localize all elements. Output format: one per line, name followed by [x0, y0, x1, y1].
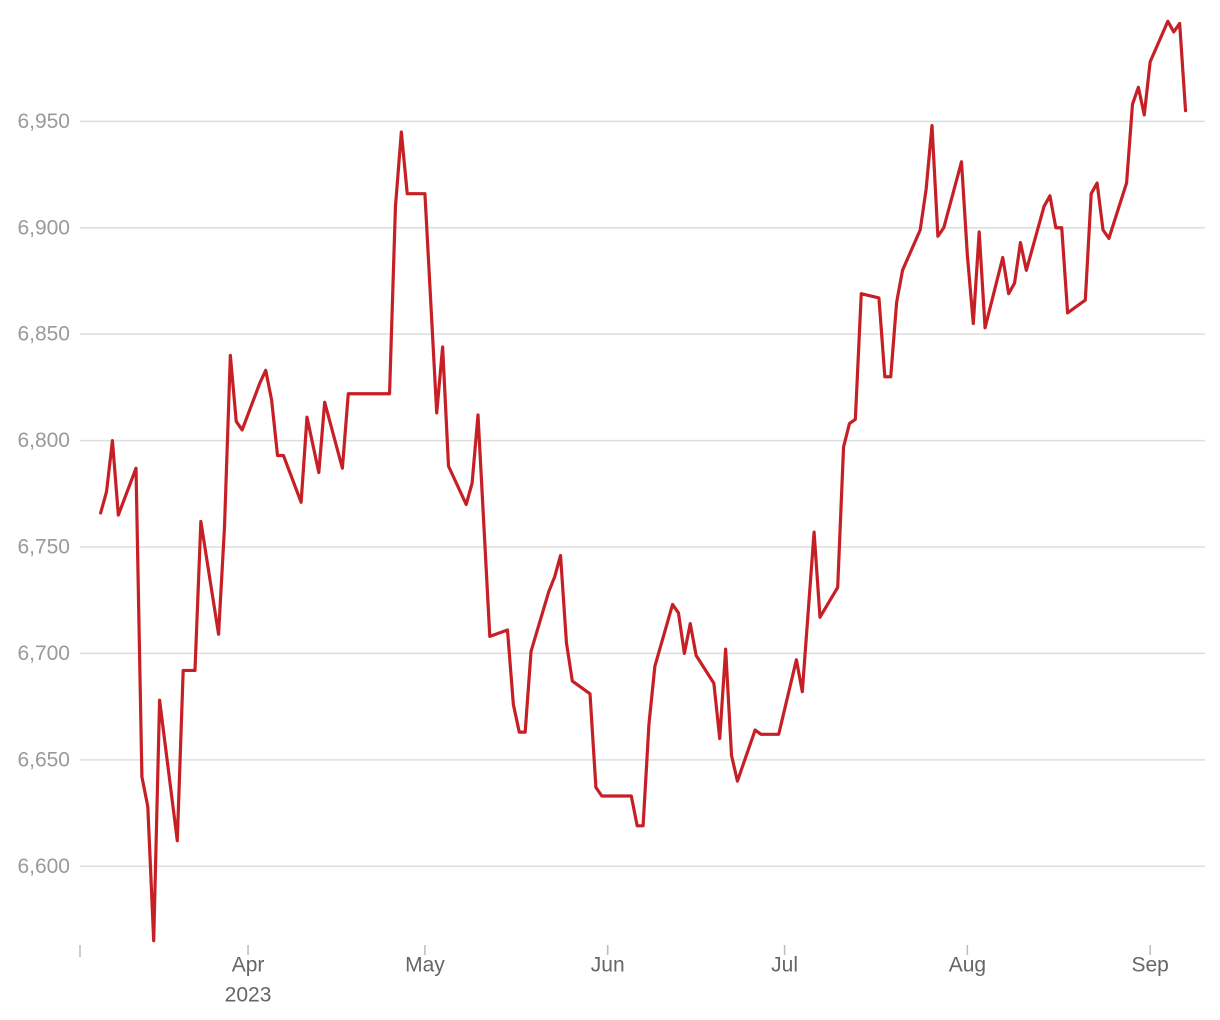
y-tick-label: 6,650	[17, 748, 70, 771]
y-tick-label: 6,800	[17, 429, 70, 452]
x-tick-label: Jul	[771, 954, 798, 977]
x-tick-label: Aug	[949, 954, 986, 977]
x-tick-label: May	[405, 954, 445, 977]
y-tick-label: 6,600	[17, 855, 70, 878]
y-tick-label: 6,900	[17, 216, 70, 239]
y-tick-label: 6,850	[17, 323, 70, 346]
y-tick-label: 6,750	[17, 536, 70, 559]
y-tick-label: 6,700	[17, 642, 70, 665]
y-tick-label: 6,950	[17, 110, 70, 133]
axis-labels: 6,600 6,650 6,700 6,750 6,800 6,850 6,900 6,950…	[17, 110, 1168, 1007]
x-tick-label: Sep	[1131, 954, 1168, 977]
data-line	[99, 19, 1188, 943]
x-year-label: 2023	[225, 984, 272, 1007]
x-tick-label: Apr	[232, 954, 265, 977]
plot	[99, 19, 1188, 943]
x-tick-label: Jun	[591, 954, 625, 977]
grid	[79, 120, 1205, 957]
